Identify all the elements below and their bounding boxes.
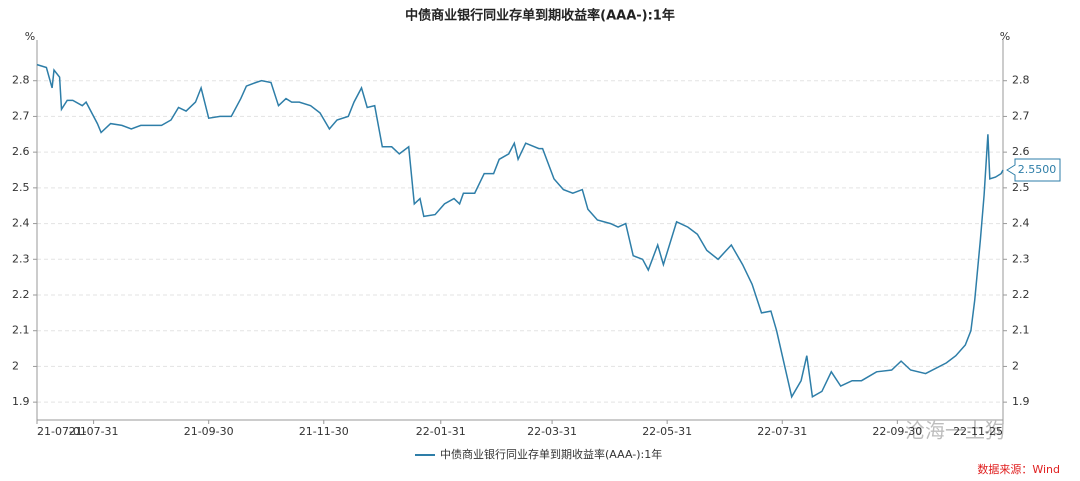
y2-tick-label: 2.3 [1012, 252, 1030, 265]
y2-tick-label: 2.8 [1012, 74, 1030, 87]
x-tick-label: 22-11-25 [953, 425, 1003, 438]
y-tick-label: 2 [12, 359, 19, 372]
legend-label: 中债商业银行同业存单到期收益率(AAA-):1年 [440, 447, 662, 461]
x-tick-label: 22-01-31 [416, 425, 466, 438]
x-tick-label: 21-11-30 [299, 425, 349, 438]
y-tick-label: 2.4 [12, 217, 30, 230]
y2-tick-label: 2.1 [1012, 324, 1030, 337]
y-tick-label: 2.6 [12, 145, 30, 158]
y-tick-label: 2.5 [12, 181, 30, 194]
y-tick-label: 2.3 [12, 252, 30, 265]
y2-tick-label: 2.6 [1012, 145, 1030, 158]
y-tick-label: 2.8 [12, 74, 30, 87]
y2-tick-label: 2.2 [1012, 288, 1030, 301]
watermark: 沧海一土狗 [905, 419, 1005, 443]
y2-tick-label: 2.4 [1012, 217, 1030, 230]
annotation-box [1006, 158, 1061, 182]
y2-tick-label: 1.9 [1012, 395, 1030, 408]
x-tick-label: 22-09-30 [872, 425, 922, 438]
chart-title: 中债商业银行同业存单到期收益率(AAA-):1年 [405, 8, 675, 24]
x-tick-label: 22-07-31 [757, 425, 807, 438]
annotation-label: 2.5500 [1018, 163, 1057, 176]
y2-tick-label: 2 [1012, 359, 1019, 372]
y-tick-label: 1.9 [12, 395, 30, 408]
y-tick-label: 2.7 [12, 109, 30, 122]
y2-axis-label: % [1000, 30, 1010, 43]
x-tick-label: 21-07-31 [69, 425, 119, 438]
x-tick-label: 21-07-01 [37, 425, 87, 438]
y-tick-label: 2.2 [12, 288, 30, 301]
y2-tick-label: 2.7 [1012, 109, 1030, 122]
source: 数据来源：Wind [977, 462, 1060, 476]
x-tick-label: 22-03-31 [527, 425, 577, 438]
x-tick-label: 21-09-30 [184, 425, 234, 438]
y2-tick-label: 2.5 [1012, 181, 1030, 194]
x-tick-label: 22-05-31 [642, 425, 692, 438]
y-tick-label: 2.1 [12, 324, 30, 337]
series-line [36, 63, 1004, 399]
y-axis-label: % [25, 30, 35, 43]
